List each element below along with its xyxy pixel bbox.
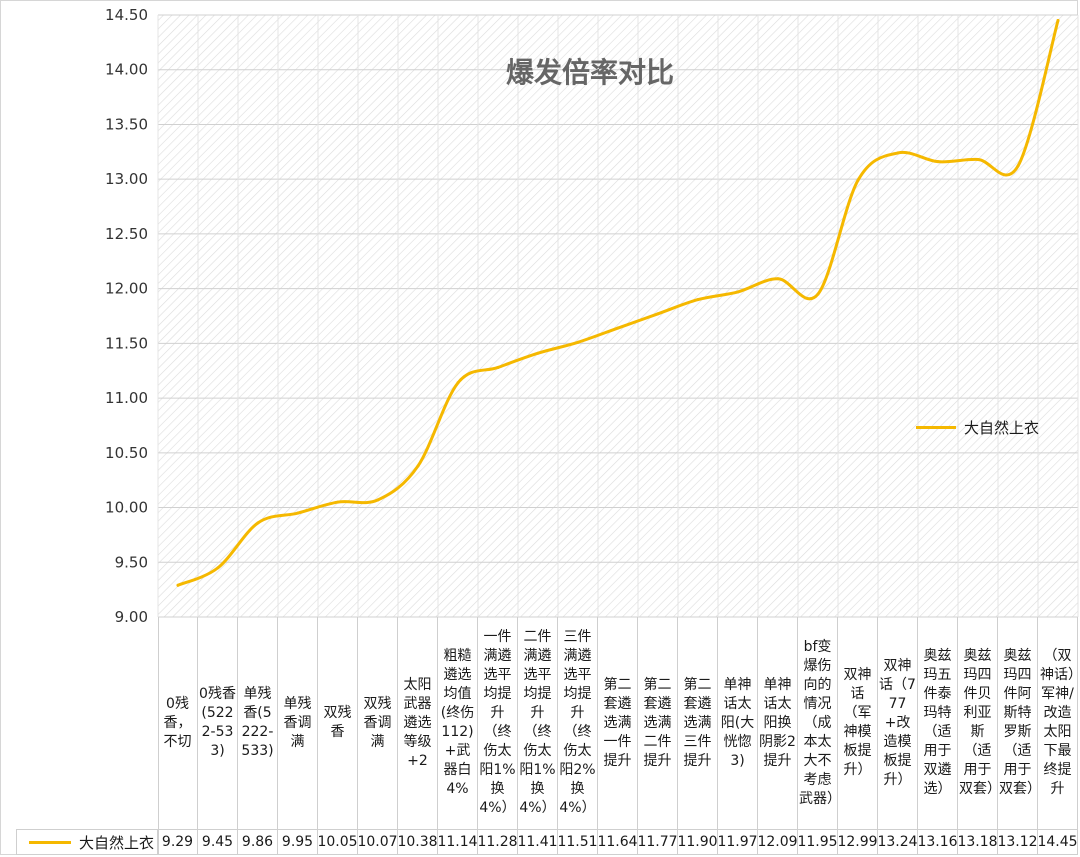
- value-cell: 12.99: [837, 830, 878, 854]
- data-point: [616, 326, 620, 330]
- data-point: [1016, 164, 1020, 168]
- data-point: [216, 566, 220, 570]
- value-cell: 9.29: [158, 830, 198, 854]
- y-tick-label: 10.00: [105, 499, 148, 517]
- chart-title: 爆发倍率对比: [506, 56, 674, 89]
- category-label: 粗糙遴选均值(终伤112)+武器白4%: [438, 617, 478, 829]
- data-point: [776, 277, 780, 281]
- data-point: [816, 292, 820, 296]
- data-point: [256, 521, 260, 525]
- data-point: [736, 290, 740, 294]
- category-label: 第二套遴选满三件提升: [678, 617, 718, 829]
- value-cell: 11.51: [557, 830, 598, 854]
- data-point: [576, 340, 580, 344]
- y-tick-label: 9.50: [115, 553, 148, 571]
- value-cell: 10.05: [317, 830, 358, 854]
- data-table: [158, 617, 1078, 855]
- value-cell: 11.41: [517, 830, 558, 854]
- category-label: 太阳武器遴选等级+2: [398, 617, 438, 829]
- value-cell: 11.14: [437, 830, 478, 854]
- data-point: [856, 178, 860, 182]
- category-label: 0残香(5222-533): [198, 617, 238, 829]
- category-label: 二件满遴选平均提升（终伤太阳1%换4%）: [518, 617, 558, 829]
- category-label: 双神话（军神模板提升）: [838, 617, 878, 829]
- value-cell: 13.24: [877, 830, 918, 854]
- y-tick-label: 13.50: [105, 115, 148, 133]
- data-point: [496, 365, 500, 369]
- category-label: 第二套遴选满二件提升: [638, 617, 678, 829]
- data-point: [536, 351, 540, 355]
- data-point: [376, 498, 380, 502]
- category-label: 奥兹玛四件阿斯特罗斯（适用于双套）: [998, 617, 1041, 829]
- value-cell: 9.95: [278, 830, 318, 854]
- value-cell: 9.45: [198, 830, 238, 854]
- value-cell: 11.64: [597, 830, 638, 854]
- data-point: [336, 500, 340, 504]
- category-label: 三件满遴选平均提升（终伤太阳2%换4%）: [558, 617, 598, 829]
- data-point: [296, 511, 300, 515]
- category-label: bf变爆伤向的情况（成本太大不考虑武器）: [798, 617, 841, 829]
- data-point: [456, 381, 460, 385]
- y-tick-label: 12.50: [105, 225, 148, 243]
- value-cell: 11.95: [797, 830, 838, 854]
- legend-swatch: [916, 426, 956, 429]
- category-label: 单残香(5222-533): [238, 617, 278, 829]
- category-label: 0残香，不切: [158, 617, 198, 829]
- data-point: [936, 160, 940, 164]
- data-point: [416, 464, 420, 468]
- category-label: 双残香调满: [358, 617, 398, 829]
- value-cell: 13.16: [917, 830, 958, 854]
- table-legend-label: 大自然上衣: [79, 833, 155, 852]
- y-tick-label: 10.50: [105, 444, 148, 462]
- value-cell: 11.97: [717, 830, 758, 854]
- category-label: （双神话）军神/改造太阳下最终提升: [1038, 617, 1078, 829]
- y-tick-label: 14.00: [105, 61, 148, 79]
- table-legend-cell: 大自然上衣: [16, 830, 158, 854]
- y-tick-label: 11.50: [105, 334, 148, 352]
- y-tick-label: 13.00: [105, 170, 148, 188]
- category-label: 双神话（777+改造模板提升）: [878, 617, 918, 829]
- category-label: 奥兹玛五件泰玛特（适用于双遴选）: [918, 617, 958, 829]
- table-divider: [16, 829, 1078, 830]
- legend: 大自然上衣: [916, 417, 1039, 438]
- legend-label: 大自然上衣: [964, 419, 1040, 437]
- category-label: 第二套遴选满一件提升: [598, 617, 638, 829]
- category-label: 单残香调满: [278, 617, 318, 829]
- data-point: [176, 583, 180, 587]
- y-tick-label: 11.00: [105, 389, 148, 407]
- plot-area-background: [158, 15, 1078, 617]
- data-point: [1056, 18, 1060, 22]
- value-cell: 11.77: [637, 830, 678, 854]
- value-cell: 12.09: [757, 830, 798, 854]
- category-label: 奥兹玛四件贝利亚斯（适用于双套）: [958, 617, 1001, 829]
- y-tick-label: 9.00: [115, 608, 148, 626]
- y-tick-label: 14.50: [105, 6, 148, 24]
- value-cell: 13.18: [957, 830, 998, 854]
- value-cell: 10.07: [357, 830, 398, 854]
- table-bottom-border: [16, 854, 1078, 855]
- value-cell: 13.12: [997, 830, 1038, 854]
- table-legend-swatch: [29, 840, 71, 844]
- data-point: [976, 157, 980, 161]
- value-cell: 11.28: [477, 830, 518, 854]
- data-point: [656, 312, 660, 316]
- category-label: 双残香: [318, 617, 358, 829]
- value-cell: 14.45: [1037, 830, 1078, 854]
- y-tick-label: 12.00: [105, 280, 148, 298]
- value-cell: 9.86: [238, 830, 278, 854]
- category-label: 单神话太阳(大恍惚3): [718, 617, 758, 829]
- value-cell: 11.90: [677, 830, 718, 854]
- category-label: 单神话太阳换阴影2提升: [758, 617, 798, 829]
- category-label: 一件满遴选平均提升（终伤太阳1%换4%）: [478, 617, 518, 829]
- data-point: [896, 151, 900, 155]
- value-cell: 10.38: [397, 830, 438, 854]
- data-point: [696, 298, 700, 302]
